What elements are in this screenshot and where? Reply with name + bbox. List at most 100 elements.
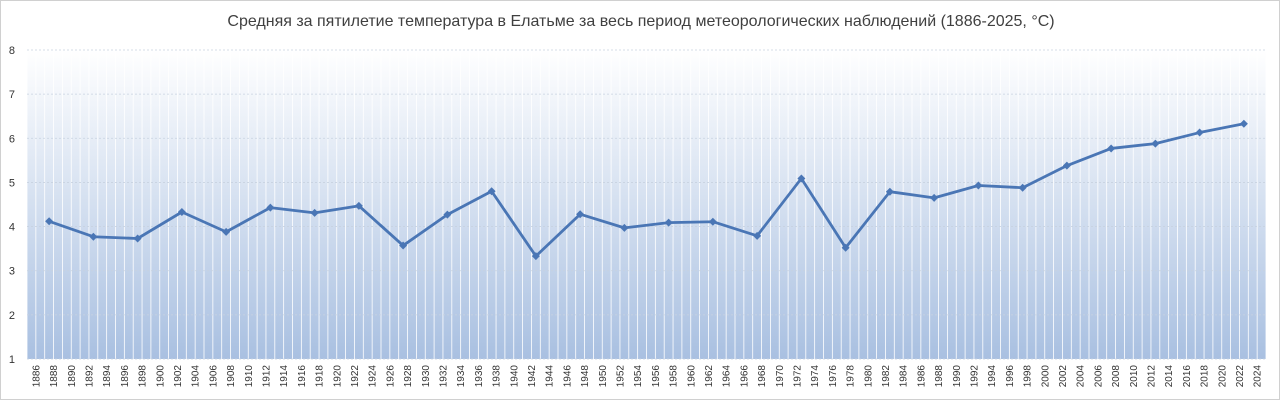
x-tick-label: 2022 (1235, 365, 1246, 388)
x-tick-label: 1996 (1005, 365, 1016, 388)
x-tick-label: 1894 (102, 365, 113, 388)
x-tick-label: 1902 (173, 365, 184, 388)
x-tick-label: 1906 (208, 365, 219, 388)
y-tick-label: 1 (9, 354, 15, 366)
y-tick-label: 5 (9, 177, 15, 189)
data-point (664, 218, 673, 227)
x-tick-label: 1918 (315, 365, 326, 388)
horizontal-gridlines (27, 49, 1266, 360)
x-tick-label: 2014 (1164, 365, 1175, 388)
x-tick-label: 1978 (846, 365, 857, 388)
x-tick-label: 1886 (31, 365, 42, 388)
x-tick-label: 1990 (952, 365, 963, 388)
data-point (841, 243, 850, 252)
y-tick-label: 7 (9, 89, 15, 101)
data-point (797, 174, 806, 183)
data-point (177, 208, 186, 217)
y-tick-label: 6 (9, 133, 15, 145)
data-point (930, 193, 939, 202)
x-tick-label: 1920 (332, 365, 343, 388)
data-point (89, 232, 98, 241)
x-tick-label: 1998 (1023, 365, 1034, 388)
x-tick-label: 1980 (863, 365, 874, 388)
x-tick-label: 2004 (1076, 365, 1087, 388)
x-tick-label: 1954 (633, 365, 644, 388)
data-point (974, 181, 983, 190)
data-point (45, 217, 54, 226)
x-tick-label: 2016 (1182, 365, 1193, 388)
x-tick-label: 1904 (191, 365, 202, 388)
x-tick-label: 2012 (1146, 365, 1157, 388)
x-tick-label: 1908 (226, 365, 237, 388)
x-tick-label: 1932 (438, 365, 449, 388)
x-tick-label: 2010 (1129, 365, 1140, 388)
x-tick-label: 1986 (916, 365, 927, 388)
x-tick-label: 1934 (456, 365, 467, 388)
data-point (708, 217, 717, 226)
data-point (1195, 128, 1204, 137)
x-tick-label: 2018 (1200, 365, 1211, 388)
x-tick-label: 1952 (615, 365, 626, 388)
chart-title: Средняя за пятилетие температура в Елать… (227, 13, 1055, 30)
x-tick-label: 1938 (492, 365, 503, 388)
x-tick-label: 1966 (739, 365, 750, 388)
x-tick-label: 1946 (562, 365, 573, 388)
data-point (443, 210, 452, 219)
data-point (310, 208, 319, 217)
data-point (531, 252, 540, 261)
x-tick-label: 1916 (297, 365, 308, 388)
data-point (753, 231, 762, 240)
data-point (399, 241, 408, 250)
x-tick-label: 1994 (987, 365, 998, 388)
x-tick-label: 1962 (704, 365, 715, 388)
x-tick-label: 1968 (757, 365, 768, 388)
x-axis-labels: 1886 1888 1890 1892 1894 1896 1898 1900 1902 1904… (31, 365, 1263, 388)
x-tick-label: 1942 (527, 365, 538, 388)
x-tick-label: 1926 (385, 365, 396, 388)
x-tick-label: 1976 (828, 365, 839, 388)
x-tick-label: 2006 (1093, 365, 1104, 388)
y-axis-labels: 1 2 3 4 5 6 7 8 (9, 45, 15, 366)
data-point (1151, 139, 1160, 148)
x-tick-label: 1948 (580, 365, 591, 388)
x-tick-label: 1940 (509, 365, 520, 388)
y-tick-label: 3 (9, 266, 15, 278)
x-tick-label: 1970 (775, 365, 786, 388)
x-tick-label: 1914 (279, 365, 290, 388)
x-tick-label: 1890 (67, 365, 78, 388)
x-tick-label: 1972 (792, 365, 803, 388)
x-tick-label: 1922 (350, 365, 361, 388)
x-tick-label: 1982 (881, 365, 892, 388)
x-tick-label: 1958 (669, 365, 680, 388)
x-tick-label: 2000 (1040, 365, 1051, 388)
x-tick-label: 1910 (244, 365, 255, 388)
data-point (133, 234, 142, 243)
x-tick-label: 1964 (722, 365, 733, 388)
data-point (354, 201, 363, 210)
x-tick-label: 1912 (261, 365, 272, 388)
x-tick-label: 1992 (969, 365, 980, 388)
x-tick-label: 1896 (120, 365, 131, 388)
data-point (1107, 144, 1116, 153)
x-tick-label: 1924 (368, 365, 379, 388)
data-point (1018, 183, 1027, 192)
y-tick-label: 4 (9, 222, 15, 234)
y-tick-label: 2 (9, 310, 15, 322)
vertical-gridlines (26, 50, 1267, 359)
x-tick-label: 1930 (421, 365, 432, 388)
data-point (1239, 119, 1248, 128)
data-series (48, 122, 1245, 258)
x-tick-label: 1928 (403, 365, 414, 388)
x-tick-label: 2020 (1217, 365, 1228, 388)
data-point (885, 187, 894, 196)
x-tick-label: 1984 (899, 365, 910, 388)
x-tick-label: 1974 (810, 365, 821, 388)
x-tick-label: 2024 (1253, 365, 1264, 388)
x-tick-label: 1956 (651, 365, 662, 388)
x-tick-label: 1950 (598, 365, 609, 388)
x-tick-label: 2008 (1111, 365, 1122, 388)
data-point (1062, 161, 1071, 170)
data-point (266, 203, 275, 212)
x-tick-label: 2002 (1058, 365, 1069, 388)
